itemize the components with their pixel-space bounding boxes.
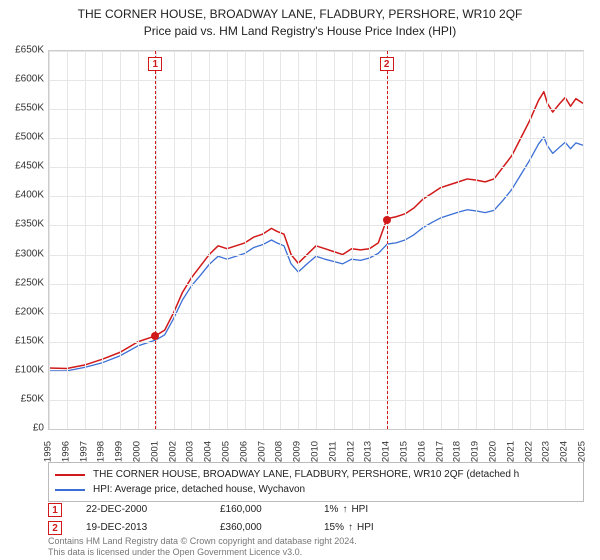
chart-subtitle: Price paid vs. HM Land Registry's House … xyxy=(0,22,600,38)
transaction-row-2: 2 19-DEC-2013 £360,000 15% HPI xyxy=(48,520,374,536)
transaction-price-1: £160,000 xyxy=(220,502,300,518)
legend-label-subject: THE CORNER HOUSE, BROADWAY LANE, FLADBUR… xyxy=(93,467,519,482)
x-axis-label: 2013 xyxy=(363,441,374,462)
x-axis-label: 2022 xyxy=(523,441,534,462)
x-axis-label: 2003 xyxy=(185,441,196,462)
x-axis-label: 2020 xyxy=(488,441,499,462)
transaction-hpi-pct-1: 1% xyxy=(324,502,338,518)
transactions-table: 1 22-DEC-2000 £160,000 1% HPI 2 19-DEC-2… xyxy=(48,502,374,538)
x-axis-label: 1995 xyxy=(43,441,54,462)
marker-dot-2 xyxy=(383,216,391,224)
y-axis-label: £150K xyxy=(2,335,44,346)
x-axis-label: 2004 xyxy=(203,441,214,462)
x-axis-label: 1999 xyxy=(114,441,125,462)
arrow-up-icon xyxy=(342,502,347,518)
chart-plot-area: 12 xyxy=(48,50,584,430)
x-axis-label: 1996 xyxy=(60,441,71,462)
y-axis-label: £50K xyxy=(2,393,44,404)
transaction-marker-2: 2 xyxy=(48,521,62,535)
x-axis-label: 2006 xyxy=(238,441,249,462)
x-axis-label: 2015 xyxy=(399,441,410,462)
x-axis-label: 2007 xyxy=(256,441,267,462)
x-axis-label: 2019 xyxy=(470,441,481,462)
legend-label-hpi: HPI: Average price, detached house, Wych… xyxy=(93,482,305,497)
marker-line-2 xyxy=(387,51,388,429)
x-axis-label: 2001 xyxy=(149,441,160,462)
y-axis-label: £400K xyxy=(2,190,44,201)
x-axis-label: 2011 xyxy=(327,441,338,461)
x-axis-label: 2024 xyxy=(559,441,570,462)
y-axis-label: £300K xyxy=(2,248,44,259)
y-axis-label: £600K xyxy=(2,74,44,85)
transaction-price-2: £360,000 xyxy=(220,520,300,536)
x-axis-label: 2005 xyxy=(221,441,232,462)
x-axis-label: 2009 xyxy=(292,441,303,462)
x-axis-label: 2021 xyxy=(505,441,516,462)
y-axis-label: £100K xyxy=(2,364,44,375)
transaction-hpi-1: 1% HPI xyxy=(324,502,368,518)
y-axis-label: £650K xyxy=(2,45,44,56)
transaction-row-1: 1 22-DEC-2000 £160,000 1% HPI xyxy=(48,502,374,518)
x-axis-label: 2010 xyxy=(310,441,321,462)
x-axis-label: 2002 xyxy=(167,441,178,462)
chart-title: THE CORNER HOUSE, BROADWAY LANE, FLADBUR… xyxy=(0,0,600,22)
x-axis-label: 2008 xyxy=(274,441,285,462)
y-axis-label: £500K xyxy=(2,132,44,143)
attribution-text: Contains HM Land Registry data © Crown c… xyxy=(48,536,357,558)
y-axis-label: £350K xyxy=(2,219,44,230)
x-axis-label: 2012 xyxy=(345,441,356,462)
transaction-hpi-pct-2: 15% xyxy=(324,520,344,536)
legend-swatch-subject xyxy=(55,474,85,476)
y-axis-label: £250K xyxy=(2,277,44,288)
transaction-date-2: 19-DEC-2013 xyxy=(86,520,196,536)
transaction-marker-1: 1 xyxy=(48,503,62,517)
x-axis-label: 2023 xyxy=(541,441,552,462)
transaction-hpi-2: 15% HPI xyxy=(324,520,374,536)
x-axis-label: 2014 xyxy=(381,441,392,462)
x-axis-label: 2025 xyxy=(577,441,588,462)
x-axis-label: 1997 xyxy=(78,441,89,462)
marker-box-2: 2 xyxy=(380,57,394,71)
y-axis-label: £200K xyxy=(2,306,44,317)
legend-item-subject: THE CORNER HOUSE, BROADWAY LANE, FLADBUR… xyxy=(55,467,577,482)
x-axis-label: 2000 xyxy=(132,441,143,462)
y-axis-label: £450K xyxy=(2,161,44,172)
x-axis-label: 2017 xyxy=(434,441,445,462)
marker-dot-1 xyxy=(151,332,159,340)
x-axis-label: 1998 xyxy=(96,441,107,462)
arrow-up-icon xyxy=(348,520,353,536)
legend-swatch-hpi xyxy=(55,489,85,491)
legend-item-hpi: HPI: Average price, detached house, Wych… xyxy=(55,482,577,497)
marker-box-1: 1 xyxy=(148,57,162,71)
x-axis-label: 2018 xyxy=(452,441,463,462)
transaction-date-1: 22-DEC-2000 xyxy=(86,502,196,518)
marker-line-1 xyxy=(155,51,156,429)
transaction-hpi-label-2: HPI xyxy=(357,520,374,536)
y-axis-label: £550K xyxy=(2,103,44,114)
y-axis-label: £0 xyxy=(2,423,44,434)
legend-box: THE CORNER HOUSE, BROADWAY LANE, FLADBUR… xyxy=(48,462,584,502)
transaction-hpi-label-1: HPI xyxy=(351,502,368,518)
x-axis-label: 2016 xyxy=(416,441,427,462)
